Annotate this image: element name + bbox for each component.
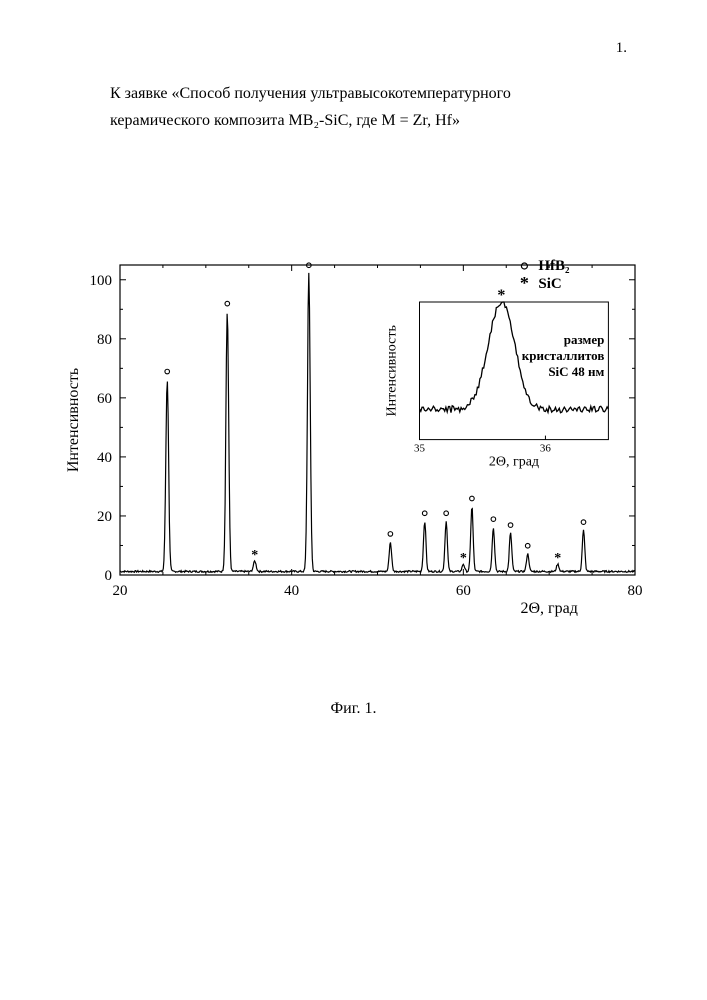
heading-line-1: К заявке «Способ получения ультравысокот…	[110, 85, 511, 102]
figure-label: Фиг. 1.	[0, 700, 707, 718]
svg-text:SiC 48 нм: SiC 48 нм	[548, 364, 604, 379]
svg-text:0: 0	[105, 568, 113, 584]
svg-text:40: 40	[97, 450, 112, 466]
svg-text:60: 60	[456, 583, 471, 599]
svg-text:36: 36	[540, 443, 552, 455]
svg-text:размер: размер	[564, 332, 605, 347]
svg-text:40: 40	[284, 583, 299, 599]
svg-text:Интенсивность: Интенсивность	[65, 368, 82, 472]
svg-text:*: *	[520, 273, 529, 293]
svg-text:кристаллитов: кристаллитов	[522, 348, 605, 363]
svg-text:*: *	[554, 551, 561, 566]
xrd-chart-svg: 204060800204060801002Θ, градИнтенсивност…	[60, 255, 650, 625]
svg-text:20: 20	[97, 509, 112, 525]
heading-line-2: керамического композита MB₂-SiC, где M =…	[110, 112, 460, 129]
svg-text:*: *	[497, 287, 505, 304]
svg-text:HfB₂: HfB₂	[538, 258, 570, 274]
svg-text:80: 80	[628, 583, 643, 599]
svg-text:60: 60	[97, 391, 112, 407]
svg-text:2Θ, град: 2Θ, град	[489, 455, 539, 470]
svg-text:35: 35	[414, 443, 426, 455]
svg-text:80: 80	[97, 332, 112, 348]
svg-text:20: 20	[113, 583, 128, 599]
svg-text:100: 100	[90, 273, 113, 289]
svg-text:*: *	[460, 551, 467, 566]
svg-text:2Θ, град: 2Θ, град	[520, 600, 577, 617]
xrd-chart: 204060800204060801002Θ, градИнтенсивност…	[60, 255, 650, 625]
page: 1. К заявке «Способ получения ультравысо…	[0, 0, 707, 1000]
svg-text:SiC: SiC	[538, 276, 561, 292]
page-number: 1.	[616, 40, 627, 57]
document-heading: К заявке «Способ получения ультравысокот…	[110, 80, 607, 134]
svg-text:*: *	[251, 548, 258, 563]
svg-text:Интенсивность: Интенсивность	[385, 325, 400, 416]
